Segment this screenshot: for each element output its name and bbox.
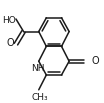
Text: HO: HO	[2, 16, 16, 25]
Text: CH₃: CH₃	[32, 93, 48, 102]
Text: O: O	[91, 56, 99, 66]
Text: O: O	[6, 38, 14, 48]
Text: NH: NH	[31, 64, 44, 73]
